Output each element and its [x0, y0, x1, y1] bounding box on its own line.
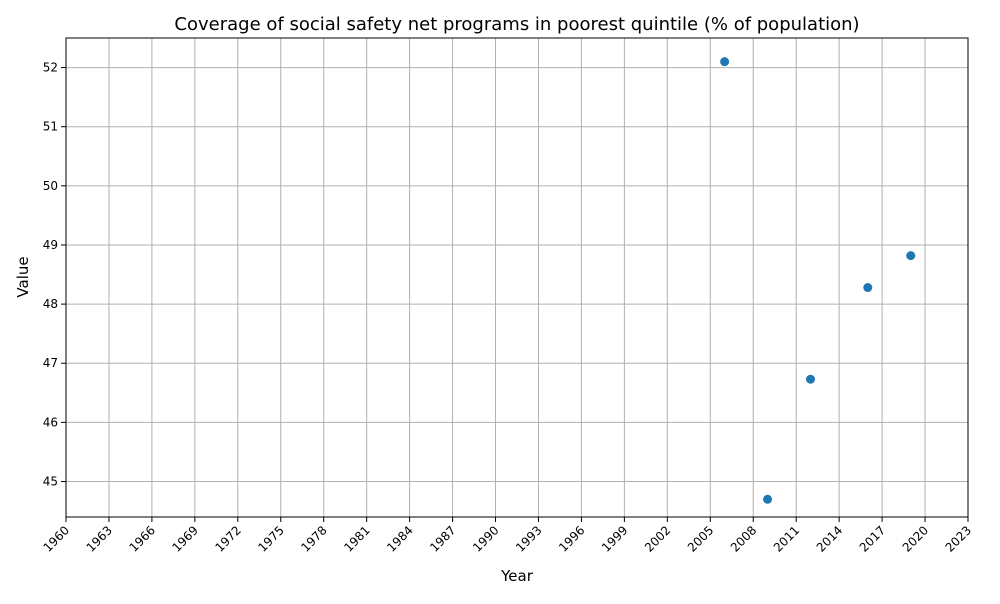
x-tick-label: 1987	[427, 523, 458, 554]
x-tick-label: 2002	[642, 523, 673, 554]
x-tick-label: 1963	[84, 523, 115, 554]
x-tick-label: 1960	[41, 523, 72, 554]
y-axis-ticks: 45 46 47 48 49 50 51 52	[43, 61, 66, 489]
x-tick-label: 1984	[384, 523, 415, 554]
x-tick-label: 2020	[900, 523, 931, 554]
x-tick-label: 1975	[255, 523, 286, 554]
y-tick-label: 46	[43, 415, 58, 429]
x-tick-label: 1978	[298, 523, 329, 554]
x-tick-label: 2011	[771, 523, 802, 554]
chart-title: Coverage of social safety net programs i…	[174, 14, 859, 35]
x-tick-label: 1999	[599, 523, 630, 554]
x-tick-label: 1966	[127, 523, 158, 554]
y-tick-label: 47	[43, 356, 58, 370]
data-point	[720, 57, 730, 67]
x-tick-label: 1993	[513, 523, 544, 554]
y-axis-label: Value	[14, 256, 32, 297]
x-tick-label: 2017	[857, 523, 888, 554]
grid	[65, 38, 969, 517]
x-tick-label: 2023	[943, 523, 974, 554]
x-tick-label: 2014	[814, 523, 845, 554]
x-tick-label: 1990	[470, 523, 501, 554]
x-axis-ticks: 1960 1963 1966 1969 1972 1975 1978 1981 1984 1987…	[41, 517, 974, 555]
x-tick-label: 1996	[556, 523, 587, 554]
data-points	[720, 57, 916, 504]
x-tick-label: 1981	[341, 523, 372, 554]
x-tick-label: 1969	[169, 523, 200, 554]
data-point	[906, 251, 916, 261]
x-tick-label: 2005	[685, 523, 716, 554]
y-tick-label: 49	[43, 238, 58, 252]
y-tick-label: 52	[43, 61, 58, 75]
y-tick-label: 45	[43, 475, 58, 489]
data-point	[763, 494, 773, 504]
plot-area	[65, 37, 969, 518]
x-axis-label: Year	[500, 567, 534, 585]
x-tick-label: 2008	[728, 523, 759, 554]
y-tick-label: 50	[43, 179, 58, 193]
x-tick-label: 1972	[212, 523, 243, 554]
data-point	[863, 283, 873, 293]
data-point	[806, 374, 816, 384]
y-tick-label: 51	[43, 120, 58, 134]
y-tick-label: 48	[43, 297, 58, 311]
